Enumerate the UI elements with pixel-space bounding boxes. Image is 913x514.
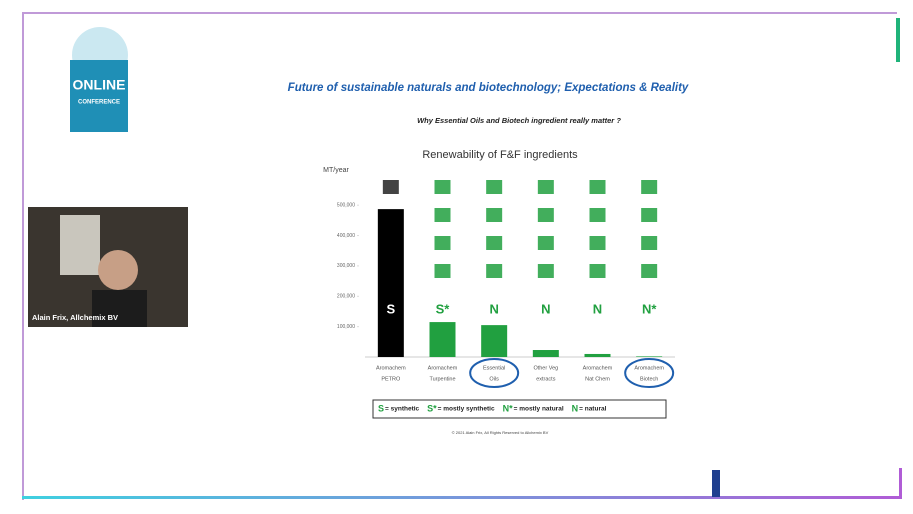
class-label: S (386, 301, 395, 316)
y-tick-label: 500,000 (337, 203, 355, 209)
icon (538, 208, 554, 222)
icon (538, 236, 554, 250)
icon (641, 180, 657, 194)
y-tick-label: 200,000 (337, 294, 355, 300)
frame-corner (899, 468, 902, 499)
bar (585, 354, 611, 357)
y-tick-label: 400,000 (337, 233, 355, 239)
y-tick-label: 300,000 (337, 263, 355, 269)
legend-text: = synthetic (385, 406, 420, 413)
icon (435, 208, 451, 222)
slide-title: Future of sustainable naturals and biote… (288, 82, 689, 94)
class-label: N (489, 301, 498, 316)
y-tick-label: 100,000 (337, 324, 355, 330)
icon (590, 264, 606, 278)
legend-key: N (572, 403, 579, 413)
logo-text: ONLINE (73, 77, 126, 93)
icon (435, 236, 451, 250)
x-tick-label: Aromachem (376, 365, 406, 371)
icon (435, 264, 451, 278)
icon (538, 180, 554, 194)
chart-title: Renewability of F&F ingredients (422, 149, 578, 161)
frame-left (22, 12, 24, 500)
x-tick-label: Nat Chem (585, 376, 610, 382)
highlight-circle (625, 359, 673, 387)
icon (486, 264, 502, 278)
icon (486, 208, 502, 222)
bar (636, 356, 662, 357)
icon (590, 180, 606, 194)
legend-key: N* (503, 403, 513, 413)
icon (641, 208, 657, 222)
x-tick-label: Aromachem (428, 365, 458, 371)
legend-text: = natural (579, 406, 606, 413)
class-label: N (541, 301, 550, 316)
bar (481, 325, 507, 357)
legend-text: = mostly synthetic (438, 406, 495, 413)
frame-bottom (22, 496, 902, 499)
icon (590, 208, 606, 222)
bar (430, 322, 456, 357)
x-tick-label: Biotech (640, 376, 658, 382)
highlight-circle (470, 359, 518, 387)
icon (435, 180, 451, 194)
video-tile: Alain Frix, Allchemix BV (28, 207, 188, 327)
legend-key: S (378, 403, 384, 413)
y-axis-label: MT/year (323, 167, 349, 174)
accent-bar (896, 18, 900, 62)
page: {"logo": {"line1": "ONLINE", "line2": "C… (0, 0, 913, 509)
x-tick-label: Turpentine (429, 376, 455, 382)
bar (533, 350, 559, 357)
frame-top (22, 12, 897, 14)
icon (590, 236, 606, 250)
logo-box (70, 60, 128, 132)
x-tick-label: Other Veg (533, 365, 558, 371)
class-label: N (593, 301, 602, 316)
x-tick-label: extracts (536, 376, 556, 382)
x-tick-label: Aromachem (634, 365, 664, 371)
slide-bar (712, 470, 720, 497)
icon (383, 180, 399, 194)
participant-name: Alain Frix, Allchemix BV (32, 313, 118, 322)
icon (538, 264, 554, 278)
icon (641, 264, 657, 278)
x-tick-label: Essential (483, 365, 505, 371)
x-tick-label: PETRO (381, 376, 401, 382)
legend-key: S* (427, 403, 437, 413)
video-face (98, 250, 138, 290)
legend-text: = mostly natural (514, 406, 564, 413)
bar (378, 209, 404, 357)
screen: ONLINE CONFERENCE Future of sustainable … (0, 0, 913, 509)
icon (486, 180, 502, 194)
x-tick-label: Aromachem (583, 365, 613, 371)
video-door (60, 215, 100, 275)
logo: ONLINE CONFERENCE (70, 27, 128, 132)
icon (486, 236, 502, 250)
class-label: S* (436, 301, 451, 316)
class-label: N* (642, 301, 657, 316)
slide-subtitle: Why Essential Oils and Biotech ingredien… (417, 116, 621, 125)
copyright: © 2021 Alain Frix, All Rights Reserved t… (452, 430, 549, 435)
x-tick-label: Oils (489, 376, 499, 382)
logo-text: CONFERENCE (78, 100, 120, 106)
icon (641, 236, 657, 250)
